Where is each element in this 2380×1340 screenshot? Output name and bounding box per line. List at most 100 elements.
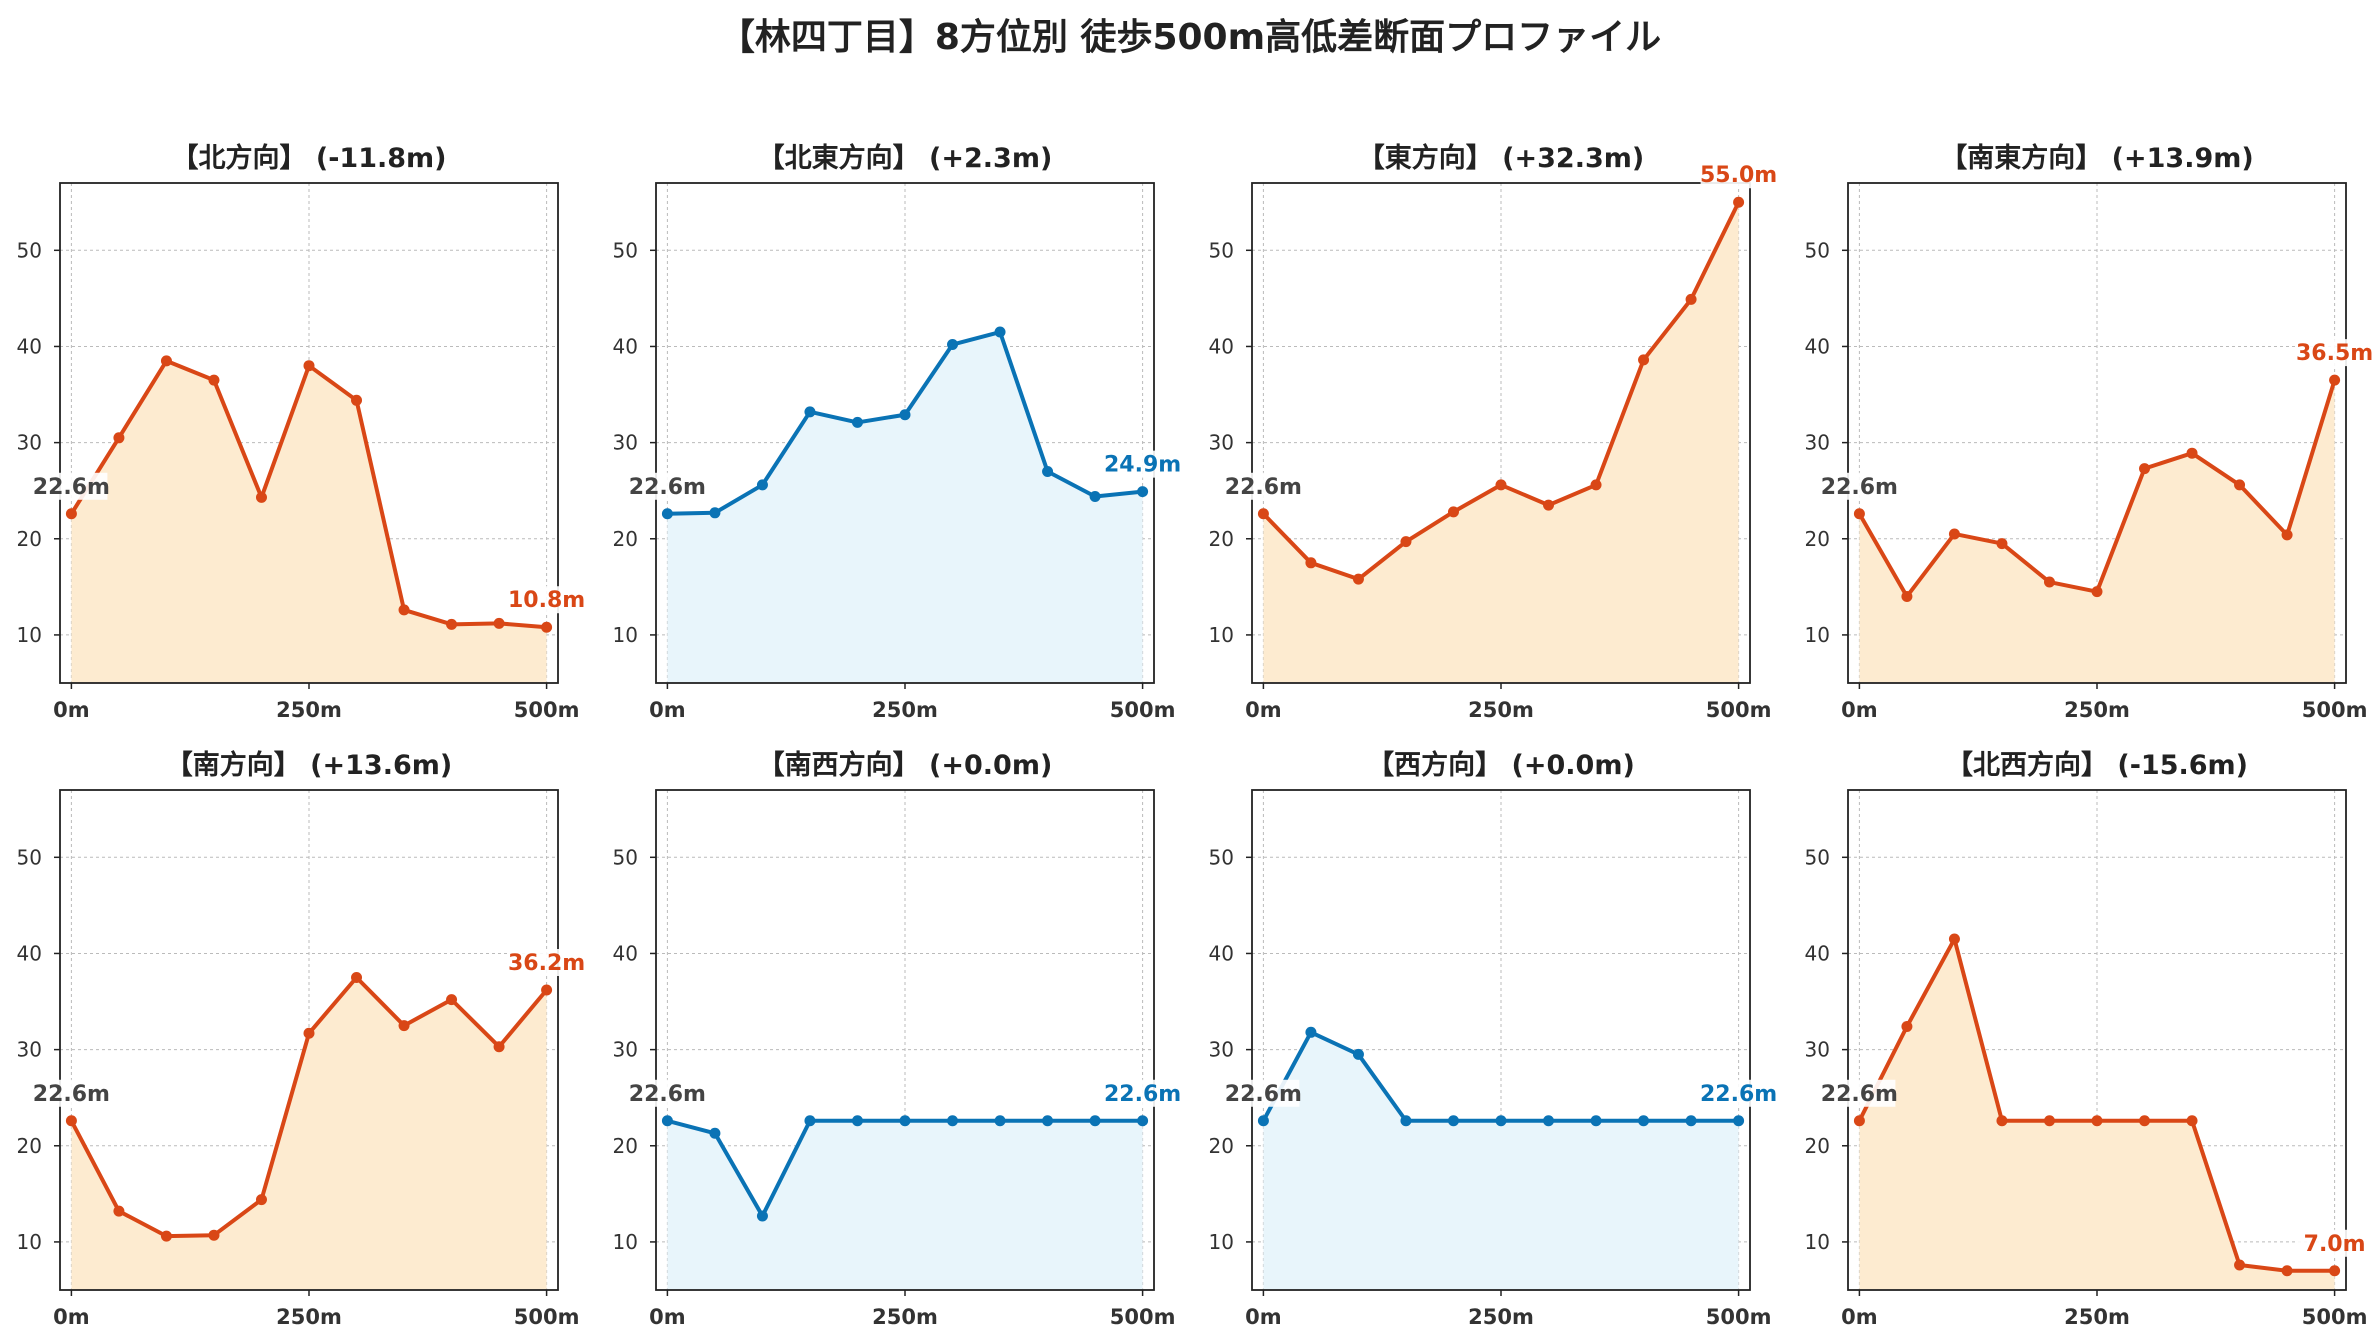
data-point	[947, 339, 959, 351]
x-tick-label: 0m	[649, 1305, 686, 1329]
axes-frame	[59, 182, 559, 684]
y-tick-label: 50	[1805, 845, 1830, 869]
data-point	[541, 621, 553, 633]
data-point	[2329, 374, 2341, 386]
data-point	[947, 1115, 959, 1127]
y-tick-label: 20	[613, 1134, 638, 1158]
y-tick-label: 50	[613, 238, 638, 262]
x-tick-label: 250m	[2064, 698, 2130, 722]
x-tick-label: 500m	[1110, 698, 1176, 722]
y-tick-label: 50	[17, 238, 42, 262]
x-tick-label: 0m	[1841, 1305, 1878, 1329]
y-tick-label: 40	[1805, 941, 1830, 965]
y-tick-label: 40	[17, 334, 42, 358]
area-fill	[667, 1120, 1143, 1290]
data-point	[351, 972, 363, 983]
start-label: 22.6m	[1821, 1082, 1898, 1107]
data-point	[1137, 1115, 1149, 1127]
area-fill	[667, 332, 1143, 683]
y-tick-label: 30	[17, 431, 42, 455]
axes-frame	[1847, 789, 2347, 1291]
data-point	[1042, 465, 1054, 477]
data-point	[1948, 528, 1960, 540]
x-tick-label: 0m	[1841, 698, 1878, 722]
y-tick-label: 30	[1805, 1038, 1830, 1062]
data-point	[2186, 1115, 2198, 1127]
data-point	[351, 394, 363, 406]
x-tick-label: 500m	[514, 698, 580, 722]
end-label-box	[508, 586, 585, 614]
data-point	[1543, 499, 1555, 511]
axes-frame	[1251, 182, 1751, 684]
start-label-box	[1227, 472, 1300, 500]
y-tick-label: 30	[1209, 431, 1234, 455]
data-point	[851, 416, 863, 428]
axes-frame	[1847, 182, 2347, 684]
y-tick-label: 40	[1209, 334, 1234, 358]
start-label: 22.6m	[629, 475, 706, 500]
y-tick-label: 40	[1805, 334, 1830, 358]
data-point	[1853, 508, 1865, 520]
y-tick-label: 50	[1209, 845, 1234, 869]
data-point	[1400, 1115, 1412, 1127]
data-point	[2329, 1265, 2341, 1277]
start-label: 22.6m	[629, 1082, 706, 1107]
axes-frame	[655, 789, 1155, 1291]
end-label: 24.9m	[1104, 453, 1181, 478]
data-point	[1305, 557, 1317, 569]
data-point	[709, 507, 721, 519]
panel-title: 【西方向】 (+0.0m)	[1367, 749, 1635, 781]
x-tick-label: 0m	[1245, 1305, 1282, 1329]
x-tick-label: 500m	[514, 1305, 580, 1329]
x-tick-label: 250m	[872, 1305, 938, 1329]
end-label-box	[508, 949, 585, 976]
panel-title: 【南方向】 (+13.6m)	[166, 749, 452, 781]
x-tick-label: 500m	[1110, 1305, 1176, 1329]
data-point	[303, 360, 315, 372]
y-tick-label: 30	[613, 1038, 638, 1062]
end-label: 10.8m	[508, 588, 585, 613]
data-point	[994, 1115, 1006, 1127]
y-tick-label: 20	[1209, 1134, 1234, 1158]
data-point	[1447, 1115, 1459, 1127]
y-tick-label: 40	[17, 941, 42, 965]
y-tick-label: 20	[17, 1134, 42, 1158]
data-point	[1137, 486, 1149, 498]
data-point	[661, 508, 673, 520]
x-tick-label: 500m	[2302, 1305, 2368, 1329]
data-point	[160, 355, 172, 367]
data-point	[1590, 479, 1602, 491]
data-point	[2091, 586, 2103, 598]
y-tick-label: 10	[1805, 1230, 1830, 1254]
y-tick-label: 40	[1209, 941, 1234, 965]
end-label: 22.6m	[1104, 1082, 1181, 1107]
end-label: 7.0m	[2304, 1232, 2366, 1257]
data-point	[1543, 1115, 1555, 1127]
start-label-box	[1823, 1079, 1896, 1107]
end-label: 55.0m	[1700, 163, 1777, 188]
y-tick-label: 20	[1805, 527, 1830, 551]
data-point	[1089, 490, 1101, 502]
end-label-box	[2296, 1229, 2373, 1257]
axes-frame	[655, 182, 1155, 684]
y-tick-label: 20	[1209, 527, 1234, 551]
data-point	[1685, 293, 1697, 305]
data-point	[661, 1115, 673, 1127]
start-label-box	[35, 1079, 108, 1107]
data-point	[1996, 1115, 2008, 1127]
end-label-box	[1700, 1079, 1777, 1107]
end-label: 22.6m	[1700, 1082, 1777, 1107]
start-label: 22.6m	[33, 1082, 110, 1107]
end-label-box	[2296, 339, 2373, 367]
data-point	[1733, 196, 1745, 208]
data-point	[1685, 1115, 1697, 1127]
axes-frame	[59, 789, 559, 1291]
data-point	[1733, 1115, 1745, 1127]
